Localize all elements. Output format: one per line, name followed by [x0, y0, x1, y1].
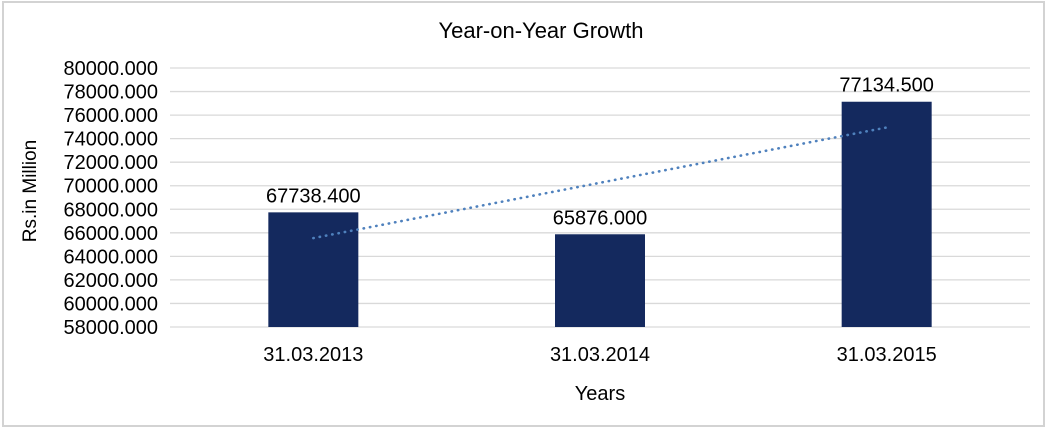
y-axis-tick-labels: 80000.00078000.00076000.00074000.0007200… — [63, 58, 158, 339]
bar-data-labels: 67738.400 65876.000 77134.500 — [266, 75, 934, 230]
x-tick-label: 31.03.2015 — [837, 344, 937, 366]
bar-data-label: 77134.500 — [839, 75, 934, 97]
y-tick-label: 64000.000 — [63, 246, 158, 268]
bar-data-label: 67738.400 — [266, 185, 361, 207]
bar-31.03.2014 — [555, 234, 645, 327]
bar-series — [268, 101, 932, 328]
y-tick-label: 76000.000 — [63, 105, 158, 127]
y-axis-title: Rs.in Million — [20, 140, 41, 242]
trendline — [312, 126, 888, 240]
bar-31.03.2015 — [841, 101, 932, 328]
y-tick-label: 58000.000 — [63, 317, 158, 339]
x-axis-tick-labels: 31.03.2013 31.03.2014 31.03.2015 — [263, 344, 936, 366]
y-tick-label: 62000.000 — [63, 270, 158, 292]
bar-data-label: 65876.000 — [553, 207, 648, 229]
y-tick-label: 70000.000 — [63, 176, 158, 198]
x-axis-title: Years — [575, 383, 625, 405]
y-tick-label: 68000.000 — [63, 199, 158, 221]
y-tick-label: 74000.000 — [63, 129, 158, 151]
bar-31.03.2013 — [268, 212, 359, 327]
y-tick-label: 78000.000 — [63, 82, 158, 104]
y-tick-label: 72000.000 — [63, 152, 158, 174]
chart-title: Year-on-Year Growth — [438, 18, 643, 43]
x-tick-label: 31.03.2013 — [263, 344, 363, 366]
x-tick-label: 31.03.2014 — [550, 344, 650, 366]
y-tick-label: 66000.000 — [63, 223, 158, 245]
y-tick-label: 80000.000 — [63, 58, 158, 80]
y-tick-label: 60000.000 — [63, 293, 158, 315]
